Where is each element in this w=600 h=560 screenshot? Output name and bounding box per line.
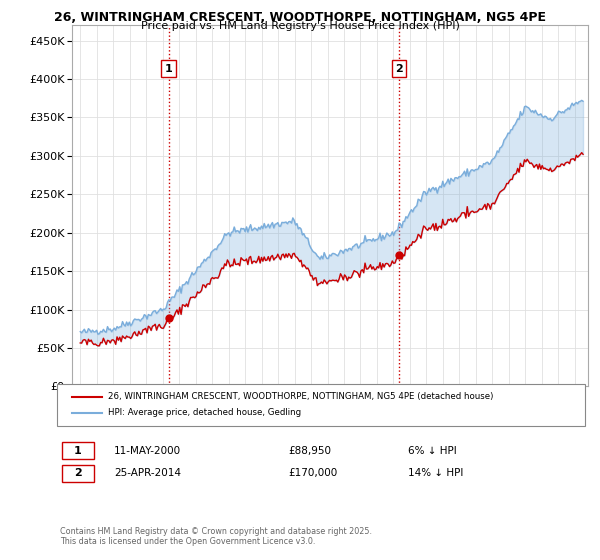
Text: Contains HM Land Registry data © Crown copyright and database right 2025.
This d: Contains HM Land Registry data © Crown c… xyxy=(60,526,372,546)
Text: HPI: Average price, detached house, Gedling: HPI: Average price, detached house, Gedl… xyxy=(108,408,301,417)
Text: 1: 1 xyxy=(74,446,82,456)
Text: 14% ↓ HPI: 14% ↓ HPI xyxy=(408,468,463,478)
Text: 26, WINTRINGHAM CRESCENT, WOODTHORPE, NOTTINGHAM, NG5 4PE (detached house): 26, WINTRINGHAM CRESCENT, WOODTHORPE, NO… xyxy=(108,392,493,401)
Text: 2: 2 xyxy=(395,63,403,73)
Text: £88,950: £88,950 xyxy=(288,446,331,456)
Text: 2: 2 xyxy=(74,468,82,478)
Text: 11-MAY-2000: 11-MAY-2000 xyxy=(114,446,181,456)
Text: £170,000: £170,000 xyxy=(288,468,337,478)
Text: 6% ↓ HPI: 6% ↓ HPI xyxy=(408,446,457,456)
Text: Price paid vs. HM Land Registry's House Price Index (HPI): Price paid vs. HM Land Registry's House … xyxy=(140,21,460,31)
Text: 1: 1 xyxy=(165,63,172,73)
Text: 26, WINTRINGHAM CRESCENT, WOODTHORPE, NOTTINGHAM, NG5 4PE: 26, WINTRINGHAM CRESCENT, WOODTHORPE, NO… xyxy=(54,11,546,24)
Text: 25-APR-2014: 25-APR-2014 xyxy=(114,468,181,478)
